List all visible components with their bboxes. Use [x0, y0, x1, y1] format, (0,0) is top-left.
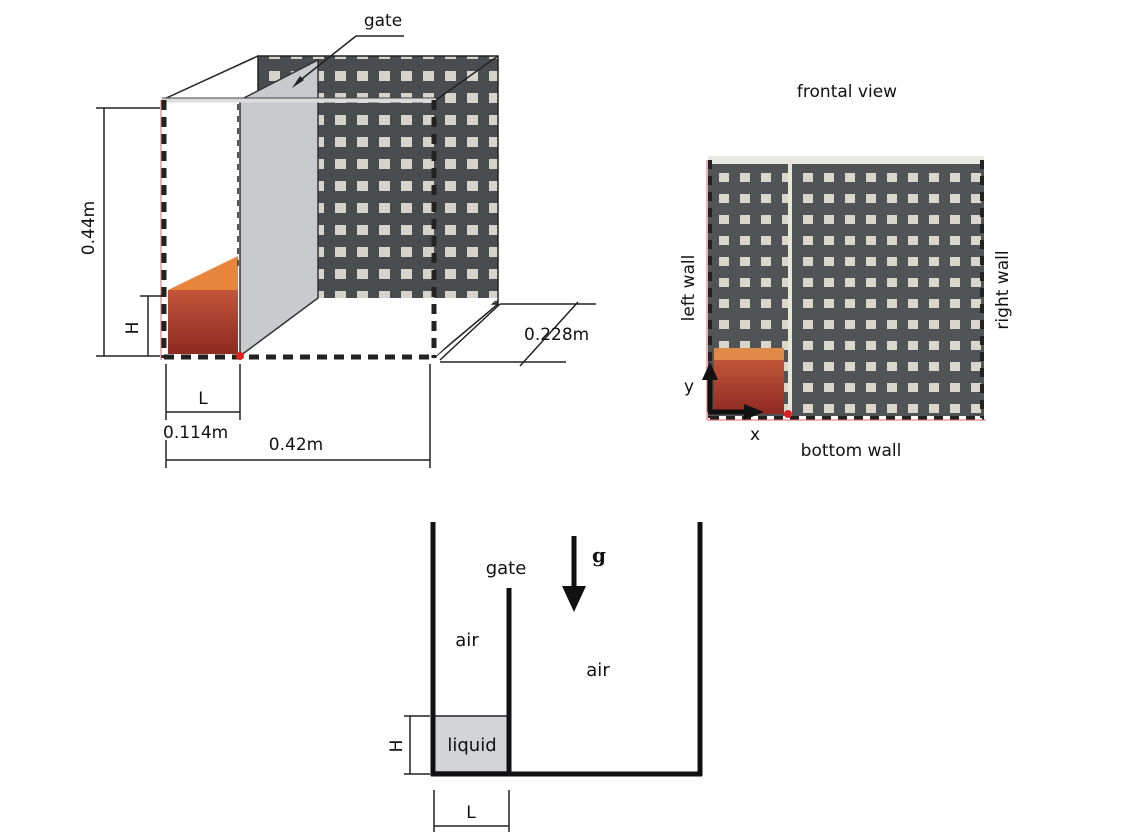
water-block [168, 290, 238, 354]
right-wall-label: right wall [993, 250, 1013, 329]
bottom-wall-label: bottom wall [801, 441, 902, 461]
frame-edge [435, 303, 499, 357]
air-right-label: air [586, 660, 610, 681]
y-axis-label: y [684, 377, 694, 397]
gate-panel [239, 58, 319, 358]
h-label-3d: H [123, 322, 143, 335]
origin-marker [236, 352, 244, 360]
frontal-view-title: frontal view [797, 82, 897, 102]
schematic-gate-label: gate [486, 558, 527, 579]
frontal-water-top [714, 348, 784, 362]
x-axis-label: x [750, 425, 760, 445]
gravity-label: g [592, 543, 606, 567]
schematic-figure: liquid gate air air g H L [387, 522, 703, 832]
gate-pointer-arrowhead [292, 76, 304, 88]
frame-edge [161, 55, 259, 101]
schematic-h-label: H [387, 740, 407, 753]
schematic-l-label: L [466, 803, 476, 823]
l-value-label: 0.114m [163, 423, 228, 443]
depth-dim-arrow [519, 301, 579, 367]
gate-label-3d: gate [364, 11, 402, 31]
frame-edge [435, 55, 499, 101]
l-label-3d: L [198, 389, 208, 409]
frontal-top-bar [708, 156, 984, 164]
gate-pointer-line [297, 35, 357, 83]
width-label: 0.42m [269, 435, 323, 455]
water-top-wedge [168, 256, 238, 290]
depth-dim-line [439, 303, 501, 361]
frontal-view-figure: frontal view y x left wall right wall bo… [679, 82, 1013, 461]
liquid-label: liquid [447, 735, 496, 756]
gravity-arrowhead [562, 586, 586, 612]
depth-label: 0.228m [524, 325, 589, 345]
y-axis-arrowhead [702, 362, 718, 380]
left-wall-label: left wall [679, 255, 699, 322]
x-axis-arrowhead [744, 404, 764, 420]
air-left-label: air [455, 630, 479, 651]
height-label: 0.44m [79, 201, 99, 255]
tank-3d-figure: gate 0.44m H 0.228m L 0.114m 0.42m [79, 11, 596, 468]
frontal-water [714, 360, 784, 414]
frontal-origin-marker [784, 410, 792, 418]
